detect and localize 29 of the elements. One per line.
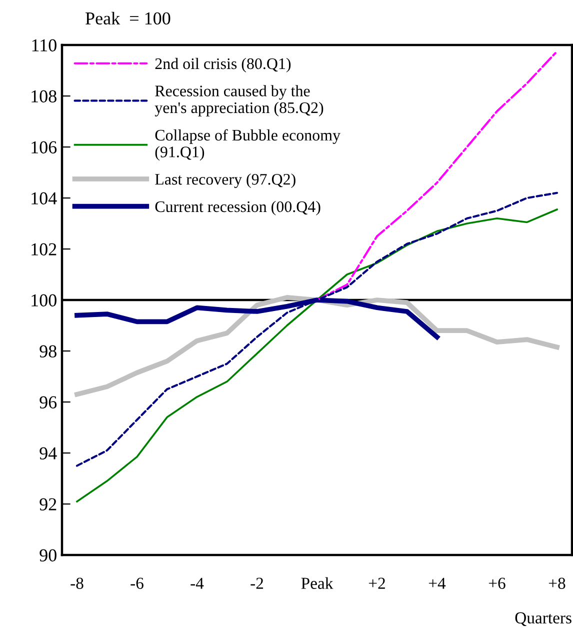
y-tick-label: 106 [32, 141, 57, 154]
y-tick-label: 100 [32, 294, 56, 306]
y-tick-label: 92 [40, 498, 56, 510]
x-axis-title: Quarters [515, 612, 572, 626]
y-tick-label: 108 [32, 90, 56, 102]
line-series [74, 295, 560, 397]
x-tick-label: -2 [250, 578, 264, 589]
y-tick-label: 94 [40, 447, 57, 460]
y-tick-label: 96 [40, 396, 57, 408]
x-tick-label: -6 [130, 578, 144, 589]
y-tick-label: 110 [32, 39, 56, 52]
x-tick-label: +2 [368, 578, 385, 589]
x-tick-label: +6 [488, 578, 506, 589]
x-tick-label: -4 [190, 578, 204, 589]
x-tick-label: +4 [428, 578, 446, 589]
y-tick-label: 98 [40, 345, 56, 358]
y-tick-label: 102 [32, 243, 56, 256]
y-tick-label: 90 [40, 549, 56, 562]
legend-label: Recession caused by the yen's appreciation (85.Q2) [154, 85, 324, 116]
line-series [76, 192, 558, 467]
legend-label: Collapse of Bubble economy (91.Q1) [155, 129, 340, 161]
x-tick-label: Peak [301, 577, 334, 589]
legend-label: Last recovery (97.Q2) [155, 173, 296, 188]
legend-label: Current recession (00.Q4) [155, 200, 320, 216]
legend-label: 2nd oil crisis (80.Q1) [155, 58, 291, 72]
x-tick-label: +8 [548, 578, 566, 589]
x-tick-label: -8 [70, 578, 84, 589]
text: Peak = 100 [86, 12, 170, 25]
y-tick-label: 104 [32, 192, 57, 204]
